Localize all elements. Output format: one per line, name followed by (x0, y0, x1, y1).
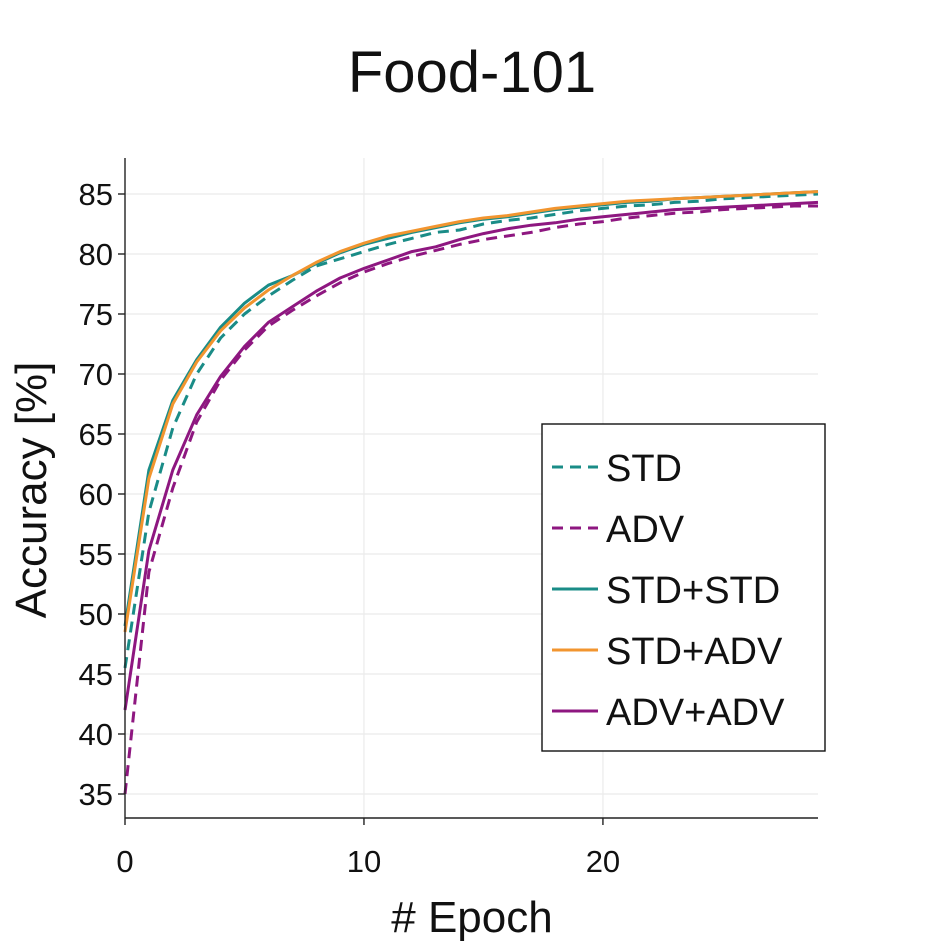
series-line-std-plus-adv (123, 190, 819, 633)
y-tick-label: 35 (79, 777, 113, 812)
y-tick-label: 50 (79, 597, 113, 632)
axes: 35 40 45 50 55 60 65 70 75 80 85 0 10 20 (79, 158, 818, 879)
y-tick-label: 60 (79, 477, 113, 512)
y-tick-label: 65 (79, 417, 113, 452)
y-tick-label: 45 (79, 657, 113, 692)
legend-label: ADV (606, 509, 685, 551)
series-line-adv (123, 204, 818, 795)
legend-label: STD+ADV (606, 631, 783, 673)
legend: STD ADV STD+STD STD+ADV ADV+ADV (541, 423, 826, 752)
y-tick-label: 55 (79, 537, 113, 572)
y-tick-label: 40 (79, 717, 113, 752)
legend-label: ADV+ADV (606, 692, 785, 734)
chart-title: Food-101 (348, 40, 596, 105)
series-line-adv-plus-adv (123, 200, 819, 711)
y-tick-label: 85 (79, 177, 113, 212)
x-tick-label: 0 (116, 844, 133, 879)
y-tick-label: 70 (79, 357, 113, 392)
y-axis-title: Accuracy [%] (7, 362, 56, 619)
legend-label: STD (606, 448, 682, 490)
series-group (123, 190, 819, 795)
y-tick-label: 80 (79, 237, 113, 272)
x-tick-label: 10 (347, 844, 381, 879)
x-axis-title: # Epoch (391, 893, 552, 942)
y-tick-label: 75 (79, 297, 113, 332)
legend-label: STD+STD (606, 570, 780, 612)
x-tick-label: 20 (586, 844, 620, 879)
